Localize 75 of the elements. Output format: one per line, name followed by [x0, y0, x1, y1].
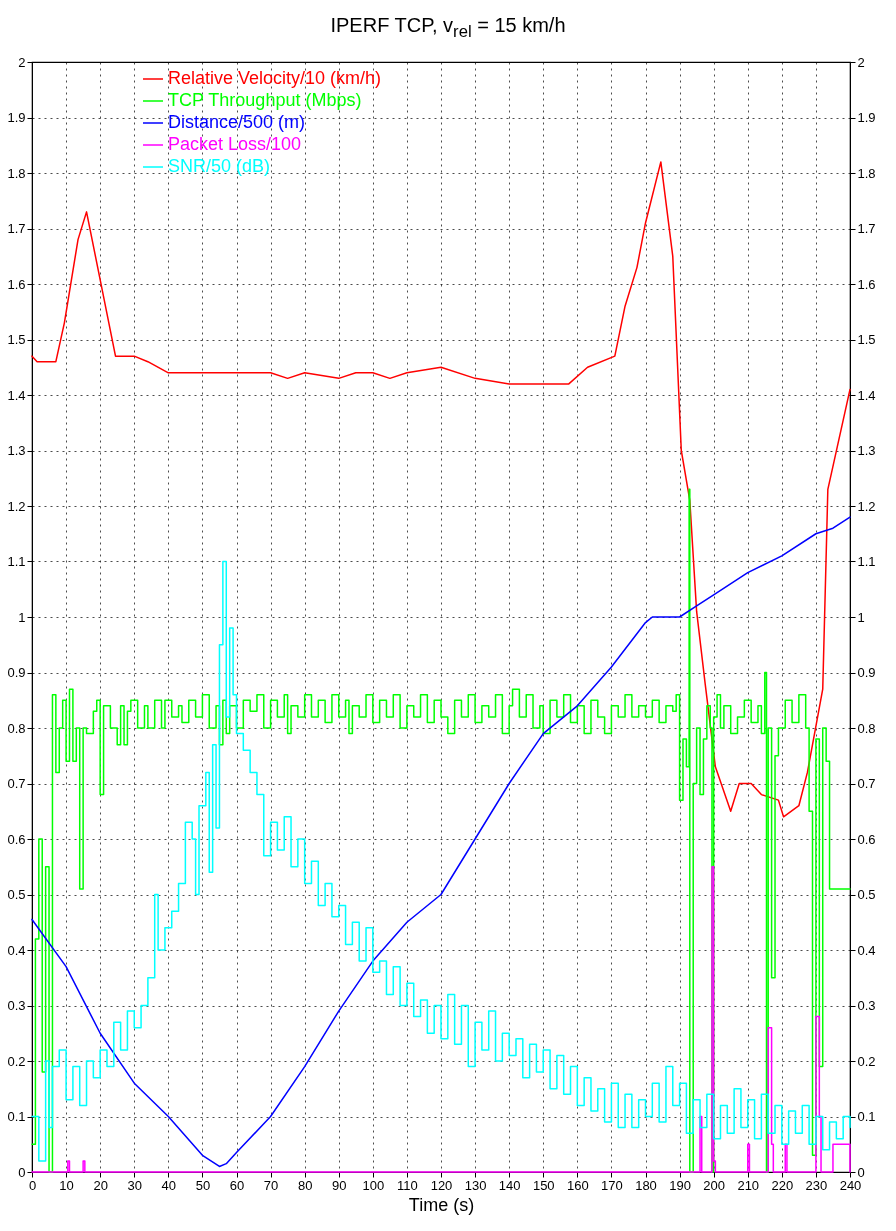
- y-tick-label: 1.6: [7, 276, 26, 292]
- x-tick-label: 60: [229, 1177, 245, 1193]
- legend-label: Distance/500 (m): [168, 112, 306, 132]
- x-tick-label: 160: [566, 1177, 589, 1193]
- y-tick-label: 0.7: [7, 776, 26, 791]
- y2-tick-label: 1.4: [857, 387, 876, 403]
- y2-tick-label: 2: [857, 54, 865, 70]
- x-tick-label: 70: [263, 1177, 279, 1193]
- y2-tick-label: 1.9: [857, 110, 876, 125]
- y2-tick-label: 0.3: [857, 998, 876, 1013]
- y-tick-label: 2: [18, 54, 26, 70]
- y-tick-label: 0.3: [7, 998, 26, 1013]
- y2-tick-label: 1.7: [857, 221, 876, 236]
- y2-tick-label: 0.5: [857, 887, 876, 902]
- y-tick-label: 1.9: [7, 110, 26, 125]
- x-tick-label: 30: [127, 1177, 142, 1193]
- y2-tick-label: 1.8: [857, 165, 876, 181]
- x-axis-title: Time (s): [408, 1194, 475, 1215]
- y2-tick-label: 0.4: [857, 942, 876, 958]
- x-tick-label: 110: [397, 1177, 418, 1193]
- y-tick-label: 0.4: [7, 942, 26, 958]
- y-tick-label: 0.6: [7, 831, 26, 847]
- x-tick-label: 230: [805, 1177, 828, 1193]
- y2-tick-label: 1.6: [857, 276, 876, 292]
- y-tick-label: 0.9: [7, 665, 26, 680]
- x-tick-label: 150: [532, 1177, 555, 1193]
- x-tick-label: 120: [430, 1177, 453, 1193]
- y2-tick-label: 0.6: [857, 831, 876, 847]
- y-tick-label: 0.1: [7, 1109, 26, 1124]
- y2-tick-label: 0.2: [857, 1053, 876, 1069]
- x-tick-label: 210: [737, 1177, 760, 1193]
- y-tick-label: 1.3: [7, 443, 26, 458]
- y2-tick-label: 1.3: [857, 443, 876, 458]
- x-tick-label: 100: [362, 1177, 385, 1193]
- y-tick-label: 1.4: [7, 387, 26, 403]
- x-tick-label: 0: [28, 1177, 37, 1193]
- x-tick-label: 170: [601, 1177, 623, 1193]
- x-tick-label: 240: [839, 1177, 862, 1193]
- y-tick-label: 1.1: [7, 554, 26, 569]
- x-tick-label: 220: [771, 1177, 794, 1193]
- y2-tick-label: 1.5: [857, 332, 876, 347]
- x-tick-label: 90: [332, 1177, 347, 1193]
- x-tick-label: 80: [297, 1177, 313, 1193]
- y2-tick-label: 1: [857, 609, 865, 625]
- legend-label: Relative Velocity/10 (km/h): [168, 68, 382, 88]
- y-tick-label: 0: [18, 1164, 26, 1180]
- y2-tick-label: 0: [857, 1164, 865, 1180]
- chart-title: IPERF TCP, v$_{rel}$ = 15 km/h: [329, 14, 567, 42]
- x-tick-label: 130: [464, 1177, 487, 1193]
- y-tick-label: 0.5: [7, 887, 26, 902]
- y2-tick-label: 1.2: [857, 498, 876, 514]
- x-tick-label: 190: [669, 1177, 691, 1193]
- y-tick-label: 1: [18, 609, 26, 625]
- y-tick-label: 0.8: [7, 720, 26, 736]
- y-tick-label: 0.2: [7, 1053, 26, 1069]
- y2-tick-label: 0.1: [857, 1109, 876, 1124]
- x-tick-label: 40: [161, 1177, 177, 1193]
- x-tick-label: 10: [59, 1177, 74, 1193]
- y-tick-label: 1.5: [7, 332, 26, 347]
- y-tick-label: 1.7: [7, 221, 26, 236]
- y2-tick-label: 1.1: [857, 554, 876, 569]
- x-tick-label: 50: [195, 1177, 211, 1193]
- y2-tick-label: 0.7: [857, 776, 876, 791]
- y2-tick-label: 0.9: [857, 665, 876, 680]
- x-tick-label: 140: [498, 1177, 521, 1193]
- legend-label: SNR/50 (dB): [168, 156, 271, 176]
- y-tick-label: 1.8: [7, 165, 26, 181]
- legend-label: Packet Loss/100: [168, 134, 302, 154]
- x-tick-label: 180: [635, 1177, 657, 1193]
- x-tick-label: 200: [703, 1177, 726, 1193]
- y2-tick-label: 0.8: [857, 720, 876, 736]
- line-series: [31, 161, 851, 818]
- legend-label: TCP Throughput (Mbps): [168, 90, 362, 110]
- x-tick-label: 20: [93, 1177, 108, 1193]
- y-tick-label: 1.2: [7, 498, 26, 514]
